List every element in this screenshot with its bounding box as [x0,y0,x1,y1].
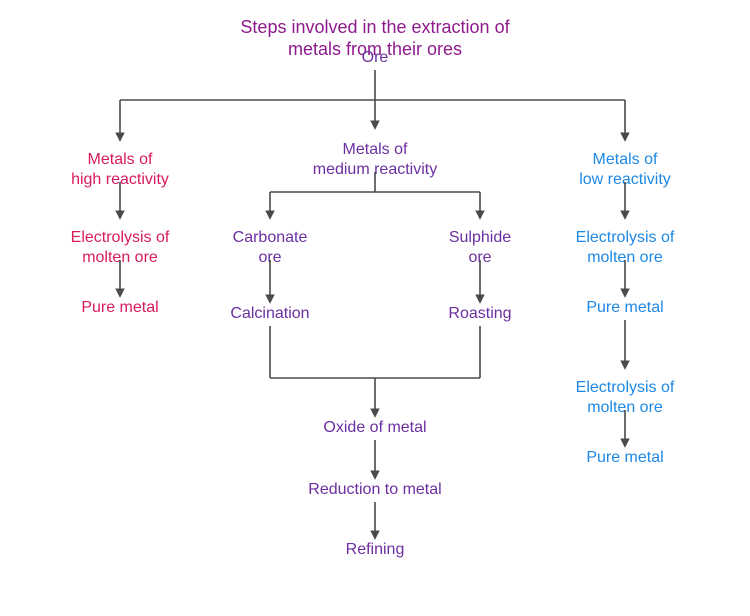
node-refining: Refining [225,540,525,559]
node-low-electrolysis-2: Electrolysis of molten ore [475,378,750,416]
node-ore: Ore [225,48,525,67]
node-low-pure-2: Pure metal [475,448,750,467]
node-oxide: Oxide of metal [225,418,525,437]
node-reduction: Reduction to metal [225,480,525,499]
node-low-pure-1: Pure metal [475,298,750,317]
node-low-electrolysis-1: Electrolysis of molten ore [475,228,750,266]
node-low: Metals of low reactivity [475,150,750,188]
